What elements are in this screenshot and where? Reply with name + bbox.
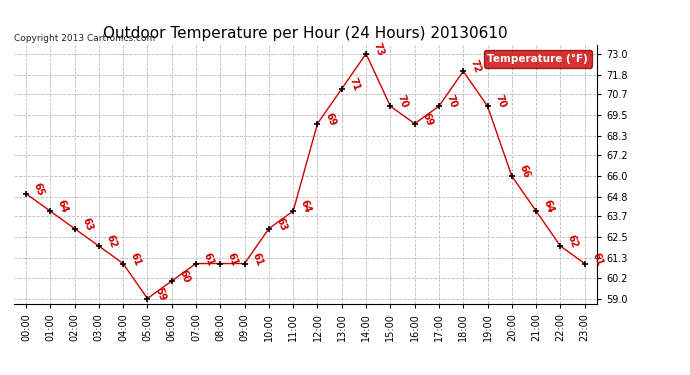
Text: 69: 69 bbox=[323, 111, 337, 127]
Title: Outdoor Temperature per Hour (24 Hours) 20130610: Outdoor Temperature per Hour (24 Hours) … bbox=[103, 26, 508, 41]
Text: 61: 61 bbox=[226, 251, 240, 267]
Text: Copyright 2013 Cartronics.com: Copyright 2013 Cartronics.com bbox=[14, 34, 155, 43]
Text: 63: 63 bbox=[275, 216, 288, 232]
Text: 70: 70 bbox=[444, 93, 459, 110]
Text: 64: 64 bbox=[299, 198, 313, 214]
Text: 71: 71 bbox=[347, 76, 362, 92]
Text: 70: 70 bbox=[396, 93, 410, 110]
Text: 61: 61 bbox=[250, 251, 264, 267]
Text: 69: 69 bbox=[420, 111, 434, 127]
Text: 72: 72 bbox=[469, 58, 483, 75]
Text: 66: 66 bbox=[518, 164, 531, 180]
Text: 61: 61 bbox=[201, 251, 215, 267]
Text: 63: 63 bbox=[80, 216, 94, 232]
Text: 60: 60 bbox=[177, 268, 191, 284]
Text: 61: 61 bbox=[128, 251, 143, 267]
Text: 70: 70 bbox=[493, 93, 507, 110]
Text: 62: 62 bbox=[104, 233, 119, 249]
Text: 73: 73 bbox=[372, 41, 386, 57]
Text: 59: 59 bbox=[153, 286, 167, 302]
Text: 64: 64 bbox=[542, 198, 555, 214]
Text: 64: 64 bbox=[56, 198, 70, 214]
Text: 61: 61 bbox=[590, 251, 604, 267]
Text: 62: 62 bbox=[566, 233, 580, 249]
Text: 65: 65 bbox=[32, 181, 46, 197]
Legend: Temperature (°F): Temperature (°F) bbox=[484, 50, 591, 68]
